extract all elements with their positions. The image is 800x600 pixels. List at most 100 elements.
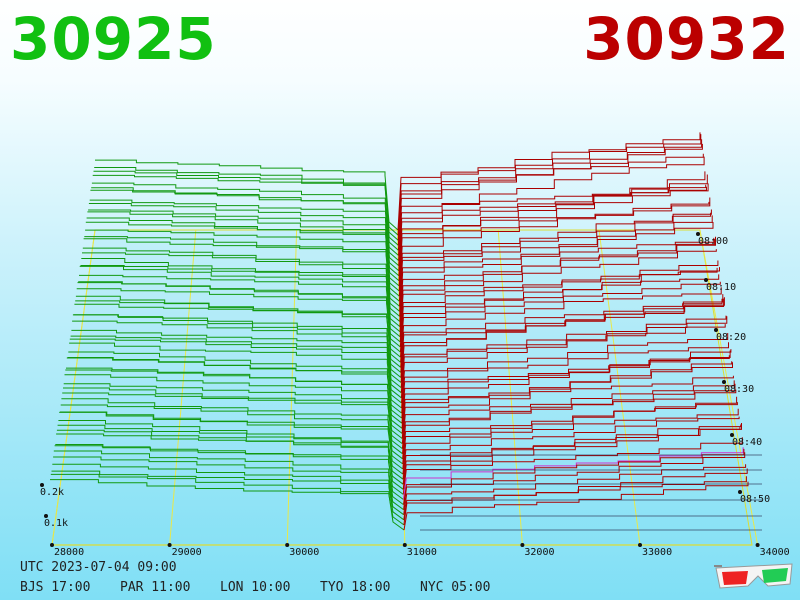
bid-depth-line — [76, 288, 401, 353]
ask-depth-line — [401, 380, 735, 444]
price-tick-label: 28000 — [54, 547, 84, 558]
city-clock-tyo: TYO 18:00 — [320, 580, 391, 595]
price-tick-marker — [638, 543, 642, 547]
bid-depth-line — [80, 265, 401, 327]
bid-depth-line — [88, 209, 400, 277]
ask-depth-line — [402, 437, 743, 495]
bid-depth-line — [85, 221, 400, 292]
bid-depth-line — [88, 203, 400, 272]
bid-depth-line — [69, 342, 402, 404]
time-tick-marker — [730, 433, 734, 437]
price-tick-label: 30000 — [289, 547, 319, 558]
ask-depth-line — [398, 156, 705, 256]
bid-depth-line — [90, 189, 399, 261]
ask-depth-line — [399, 236, 716, 327]
price-tick-label: 29000 — [172, 547, 202, 558]
price-gridline — [286, 229, 298, 546]
bid-depth-line — [59, 411, 404, 470]
price-gridline — [497, 229, 523, 546]
ask-depth-line — [400, 281, 721, 358]
bid-depth-line — [72, 320, 402, 383]
price-tick-label: 33000 — [642, 547, 672, 558]
bid-depth-line — [79, 265, 401, 333]
ask-depth-line — [399, 249, 717, 332]
price-tick-label: 31000 — [407, 547, 437, 558]
volume-tick-label: 0.1k — [44, 518, 68, 529]
bid-depth-line — [72, 314, 402, 378]
bid-depth-line — [63, 383, 403, 439]
city-clock-par: PAR 11:00 — [120, 580, 191, 595]
city-clock-nyc: NYC 05:00 — [420, 580, 491, 595]
bid-depth-line — [79, 274, 401, 338]
best-bid-price: 30925 — [10, 5, 217, 73]
utc-clock: UTC 2023-07-04 09:00 — [20, 560, 177, 575]
price-tick-marker — [402, 543, 407, 547]
ask-depth-line — [397, 134, 702, 236]
price-tick-marker — [167, 543, 172, 547]
time-tick-marker — [714, 328, 718, 332]
bid-depth-line — [70, 335, 402, 394]
ask-depth-line — [400, 316, 728, 398]
bid-depth-line — [89, 199, 400, 266]
ask-depth-line — [399, 260, 719, 342]
ask-depth-line — [403, 448, 745, 505]
ask-depth-line — [399, 237, 715, 317]
ask-depth-line — [403, 452, 746, 510]
bid-depth-line — [51, 470, 405, 521]
bid-depth-line — [83, 238, 400, 307]
bid-depth-line — [92, 174, 399, 246]
ask-depth-line — [402, 416, 740, 475]
ask-depth-line — [401, 362, 733, 434]
ask-depth-line — [400, 298, 723, 368]
ask-depth-line — [401, 349, 732, 424]
ask-depth-line — [399, 267, 720, 353]
time-tick-marker — [722, 380, 726, 384]
time-tick-label: 08:20 — [716, 332, 746, 343]
ask-depth-line — [398, 183, 709, 281]
ask-depth-line — [402, 402, 738, 464]
price-tick-marker — [285, 543, 290, 547]
bid-depth-line — [53, 456, 404, 511]
ask-depth-line — [402, 424, 742, 485]
volume-tick-marker — [44, 514, 48, 518]
price-tick-label: 32000 — [524, 547, 554, 558]
city-clock-lon: LON 10:00 — [220, 580, 291, 595]
time-tick-label: 08:50 — [740, 494, 770, 505]
3d-glasses-icon[interactable] — [712, 560, 796, 596]
time-tick-marker — [738, 490, 742, 494]
price-tick-label: 34000 — [760, 547, 790, 558]
ask-depth-line — [401, 355, 730, 414]
bid-depth-line — [87, 211, 400, 282]
price-tick-marker — [755, 543, 760, 547]
price-tick-marker — [50, 543, 54, 547]
ask-depth-line — [403, 464, 747, 515]
ask-depth-line — [399, 222, 714, 312]
ask-depth-line — [400, 297, 725, 383]
bid-depth-line — [57, 424, 404, 480]
bid-depth-line — [82, 252, 401, 317]
bid-depth-line — [65, 369, 403, 429]
ask-depth-line — [400, 287, 722, 363]
volume-tick-label: 0.2k — [40, 487, 64, 498]
time-tick-label: 08:00 — [698, 236, 728, 247]
city-clock-bjs: BJS 17:00 — [20, 580, 91, 595]
bid-depth-line — [50, 473, 405, 526]
time-tick-marker — [704, 278, 708, 282]
bid-depth-line — [64, 374, 403, 434]
ask-depth-line — [401, 375, 734, 439]
bid-depth-line — [71, 329, 402, 388]
bid-depth-line — [74, 303, 402, 368]
bid-depth-line — [77, 282, 401, 348]
best-ask-price: 30932 — [583, 5, 790, 73]
ask-depth-line — [398, 209, 712, 302]
ask-depth-line — [402, 389, 737, 454]
bid-depth-line — [95, 159, 399, 231]
time-tick-label: 08:40 — [732, 437, 762, 448]
ask-depth-line — [398, 212, 712, 297]
price-gridline — [699, 229, 759, 546]
ask-depth-line — [400, 315, 727, 393]
time-tick-label: 08:10 — [706, 282, 736, 293]
bid-depth-line — [91, 182, 399, 251]
bid-depth-line — [53, 450, 404, 506]
